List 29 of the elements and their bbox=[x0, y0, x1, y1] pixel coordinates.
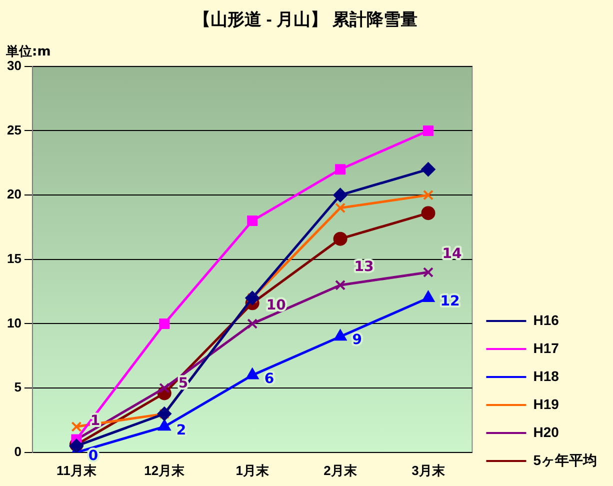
x-tick-label: 12月末 bbox=[144, 462, 186, 478]
data-label: 5 bbox=[178, 376, 188, 392]
y-tick-label: 0 bbox=[14, 444, 22, 459]
data-label: 2 bbox=[176, 422, 186, 438]
y-tick-label: 15 bbox=[6, 250, 22, 266]
x-tick-label: 2月末 bbox=[324, 462, 358, 478]
x-tick-label: 3月末 bbox=[412, 462, 446, 478]
legend-label: H18 bbox=[533, 368, 560, 384]
legend-label: H17 bbox=[533, 340, 560, 356]
y-axis-title: 単位:m bbox=[5, 44, 51, 60]
y-tick-label: 25 bbox=[6, 122, 22, 138]
legend-label: 5ヶ年平均 bbox=[533, 452, 598, 468]
chart-title: 【山形道 - 月山】 累計降雪量 bbox=[194, 10, 418, 29]
data-label: 13 bbox=[354, 258, 374, 275]
legend-label: H20 bbox=[533, 424, 560, 440]
data-label: 12 bbox=[440, 294, 460, 310]
y-tick-label: 10 bbox=[6, 315, 22, 330]
y-tick-label: 20 bbox=[6, 186, 22, 202]
legend-label: H19 bbox=[533, 396, 560, 412]
data-label: 9 bbox=[352, 332, 362, 348]
legend-label: H16 bbox=[533, 312, 560, 328]
x-tick-label: 11月末 bbox=[56, 462, 98, 478]
data-label: 14 bbox=[442, 246, 462, 262]
y-tick-label: 5 bbox=[14, 380, 22, 395]
x-tick-label: 1月末 bbox=[236, 462, 270, 478]
y-tick-label: 30 bbox=[6, 58, 22, 73]
data-label: 6 bbox=[264, 370, 274, 387]
data-label: 10 bbox=[266, 297, 286, 314]
data-label: 0 bbox=[88, 448, 98, 464]
